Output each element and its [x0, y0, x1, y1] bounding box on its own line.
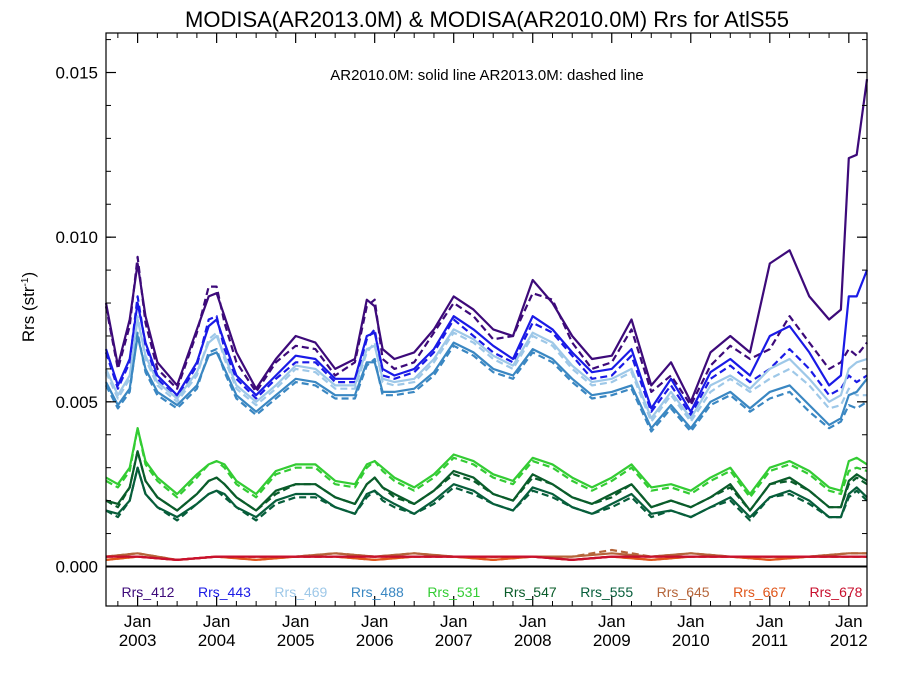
legend-entry-rrs-412: Rrs_412 [122, 584, 175, 600]
series-line-rrs-531-ar2010 [105, 427, 868, 496]
x-tick-month-label: Jan [440, 612, 467, 631]
legend-entry-rrs-469: Rrs_469 [274, 584, 327, 600]
y-tick-label: 0.015 [55, 64, 98, 83]
series-line-rrs-555-ar2010 [105, 466, 868, 519]
legend: Rrs_412 Rrs_443 Rrs_469 Rrs_488 Rrs_531 Rrs_5… [122, 584, 863, 600]
x-tick-year-label: 2004 [198, 631, 236, 650]
x-tick-month-label: Jan [124, 612, 151, 631]
x-tick-month-label: Jan [282, 612, 309, 631]
y-axis-label-main: Rrs (str [19, 286, 38, 342]
legend-entry-rrs-531: Rrs_531 [427, 584, 480, 600]
series-line-rrs-678-ar2013 [106, 555, 867, 562]
legend-entry-rrs-645: Rrs_645 [657, 584, 710, 600]
line-style-annotation: AR2010.0M: solid line AR2013.0M: dashed … [330, 67, 644, 84]
series-line-rrs-547-ar2013 [105, 450, 868, 512]
series-line-rrs-443-ar2013 [104, 295, 868, 417]
series-line-rrs-667-ar2013 [105, 555, 867, 562]
x-tick-month-label: Jan [756, 612, 783, 631]
series-line-rrs-443-ar2010 [104, 269, 869, 413]
legend-entry-rrs-488: Rrs_488 [351, 584, 404, 600]
y-tick-label: 0.000 [55, 557, 98, 576]
plot-frame [105, 32, 868, 607]
x-tick-month-label: Jan [519, 612, 546, 631]
legend-entry-rrs-443: Rrs_443 [198, 584, 251, 600]
x-tick-year-label: 2008 [514, 631, 552, 650]
series-line-rrs-488-ar2013 [105, 331, 868, 433]
series-line-rrs-469-ar2013 [104, 315, 867, 423]
legend-entry-rrs-547: Rrs_547 [504, 584, 557, 600]
x-tick-year-label: 2009 [593, 631, 631, 650]
x-tick-year-label: 2006 [356, 631, 394, 650]
series-line-rrs-412-ar2013 [104, 255, 868, 407]
y-tick-label: 0.005 [55, 393, 98, 412]
x-tick-month-label: Jan [835, 612, 862, 631]
series-line-rrs-412-ar2010 [104, 78, 869, 403]
legend-entry-rrs-555: Rrs_555 [580, 584, 633, 600]
chart-title: MODISA(AR2013.0M) & MODISA(AR2010.0M) Rr… [185, 7, 789, 32]
x-tick-year-label: 2003 [119, 631, 157, 650]
x-tick-month-label: Jan [598, 612, 625, 631]
legend-entry-rrs-678: Rrs_678 [810, 584, 863, 600]
x-tick-year-label: 2007 [435, 631, 473, 650]
y-axis-label: Rrs (str-1) [19, 272, 38, 342]
y-axis-label-close: ) [19, 272, 38, 278]
x-tick-month-label: Jan [677, 612, 704, 631]
series-line-rrs-531-ar2013 [105, 427, 868, 499]
series-layer [104, 78, 869, 562]
y-axis-label-superscript: -1 [20, 277, 31, 286]
axis-layer: 0.0000.0050.0100.015Jan2003Jan2004Jan200… [55, 33, 868, 650]
x-tick-month-label: Jan [361, 612, 388, 631]
x-tick-year-label: 2005 [277, 631, 315, 650]
x-tick-year-label: 2011 [752, 631, 789, 650]
series-line-rrs-555-ar2013 [105, 466, 868, 522]
x-tick-month-label: Jan [203, 612, 230, 631]
x-tick-year-label: 2010 [672, 631, 710, 650]
legend-entry-rrs-667: Rrs_667 [733, 584, 786, 600]
y-tick-label: 0.010 [55, 228, 98, 247]
x-tick-year-label: 2012 [830, 631, 868, 650]
